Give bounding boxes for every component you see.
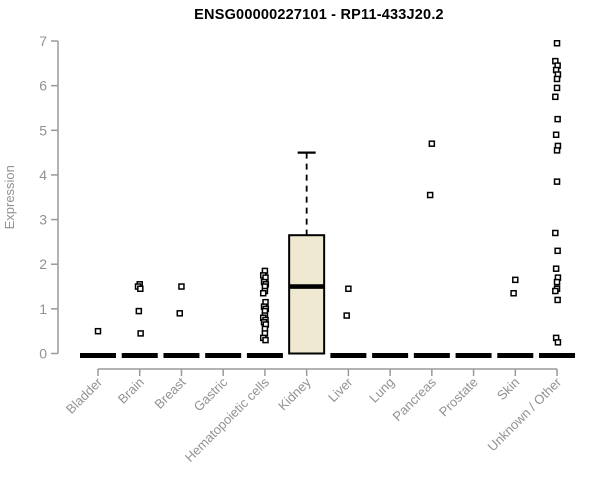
outlier-point-unknown-other — [554, 339, 562, 346]
y-tick-label: 1 — [39, 301, 47, 317]
outlier-point-unknown-other — [553, 75, 561, 83]
x-tick-label-kidney: Kidney — [275, 374, 314, 413]
outlier-point-unknown-other — [553, 147, 561, 154]
zero-box-prostate — [455, 353, 492, 358]
zero-box-lung — [372, 353, 409, 358]
outlier-point-unknown-other — [552, 287, 559, 295]
outlier-point-hematopoietic-cells — [259, 289, 267, 297]
x-tick-label-brain: Brain — [115, 375, 147, 407]
outlier-point-liver — [345, 285, 352, 293]
x-tick-label-breast: Breast — [151, 374, 188, 411]
outlier-point-unknown-other — [554, 247, 561, 255]
zero-box-unknown-other — [539, 353, 576, 358]
outlier-point-unknown-other — [553, 84, 561, 92]
outlier-point-breast — [178, 283, 185, 290]
zero-box-breast — [163, 353, 200, 358]
outlier-point-unknown-other — [553, 278, 561, 286]
outlier-point-hematopoietic-cells — [262, 336, 269, 344]
outlier-point-unknown-other — [554, 115, 561, 123]
y-tick-label: 4 — [39, 167, 47, 183]
x-tick-label-skin: Skin — [494, 375, 522, 403]
outlier-point-liver — [343, 312, 350, 319]
zero-box-gastric — [205, 353, 242, 358]
x-tick-label-prostate: Prostate — [436, 375, 481, 420]
outlier-point-unknown-other — [552, 229, 559, 237]
zero-box-liver — [330, 353, 367, 358]
box-kidney — [288, 234, 326, 355]
zero-box-skin — [497, 353, 534, 358]
y-tick-label: 2 — [39, 256, 47, 272]
outlier-point-unknown-other — [552, 131, 560, 139]
outlier-point-skin — [512, 276, 519, 284]
outlier-point-skin — [510, 289, 517, 297]
y-tick-label: 6 — [39, 78, 47, 94]
outlier-point-pancreas — [426, 191, 434, 199]
outlier-point-brain — [135, 307, 143, 315]
outlier-point-breast — [176, 310, 184, 317]
median-line-kidney — [289, 284, 325, 289]
x-tick-label-pancreas: Pancreas — [390, 374, 440, 424]
y-tick-label: 0 — [39, 346, 47, 362]
outlier-point-pancreas — [428, 140, 436, 147]
zero-box-bladder — [80, 353, 116, 358]
outlier-point-unknown-other — [553, 178, 561, 185]
outlier-point-unknown-other — [554, 296, 561, 304]
x-tick-label-lung: Lung — [366, 375, 397, 406]
y-tick-label: 5 — [39, 122, 47, 138]
y-tick-label: 7 — [39, 33, 47, 49]
outlier-point-unknown-other — [553, 40, 561, 47]
x-tick-label-bladder: Bladder — [63, 374, 106, 417]
zero-box-hematopoietic-cells — [246, 353, 283, 358]
outlier-point-brain — [137, 285, 144, 293]
y-tick-label: 3 — [39, 212, 47, 228]
zero-box-pancreas — [413, 353, 450, 358]
outlier-point-unknown-other — [552, 265, 560, 272]
outlier-point-bladder — [94, 327, 102, 335]
zero-box-brain — [121, 353, 158, 358]
chart-title: ENSG00000227101 - RP11-433J20.2 — [194, 7, 444, 23]
x-tick-label-liver: Liver — [325, 374, 356, 405]
outlier-point-brain — [137, 330, 144, 337]
x-tick-label-unknown-other: Unknown / Other — [485, 374, 565, 454]
outlier-point-unknown-other — [552, 93, 559, 101]
x-tick-label-gastric: Gastric — [191, 374, 231, 414]
y-axis-title: Expression — [2, 165, 17, 229]
